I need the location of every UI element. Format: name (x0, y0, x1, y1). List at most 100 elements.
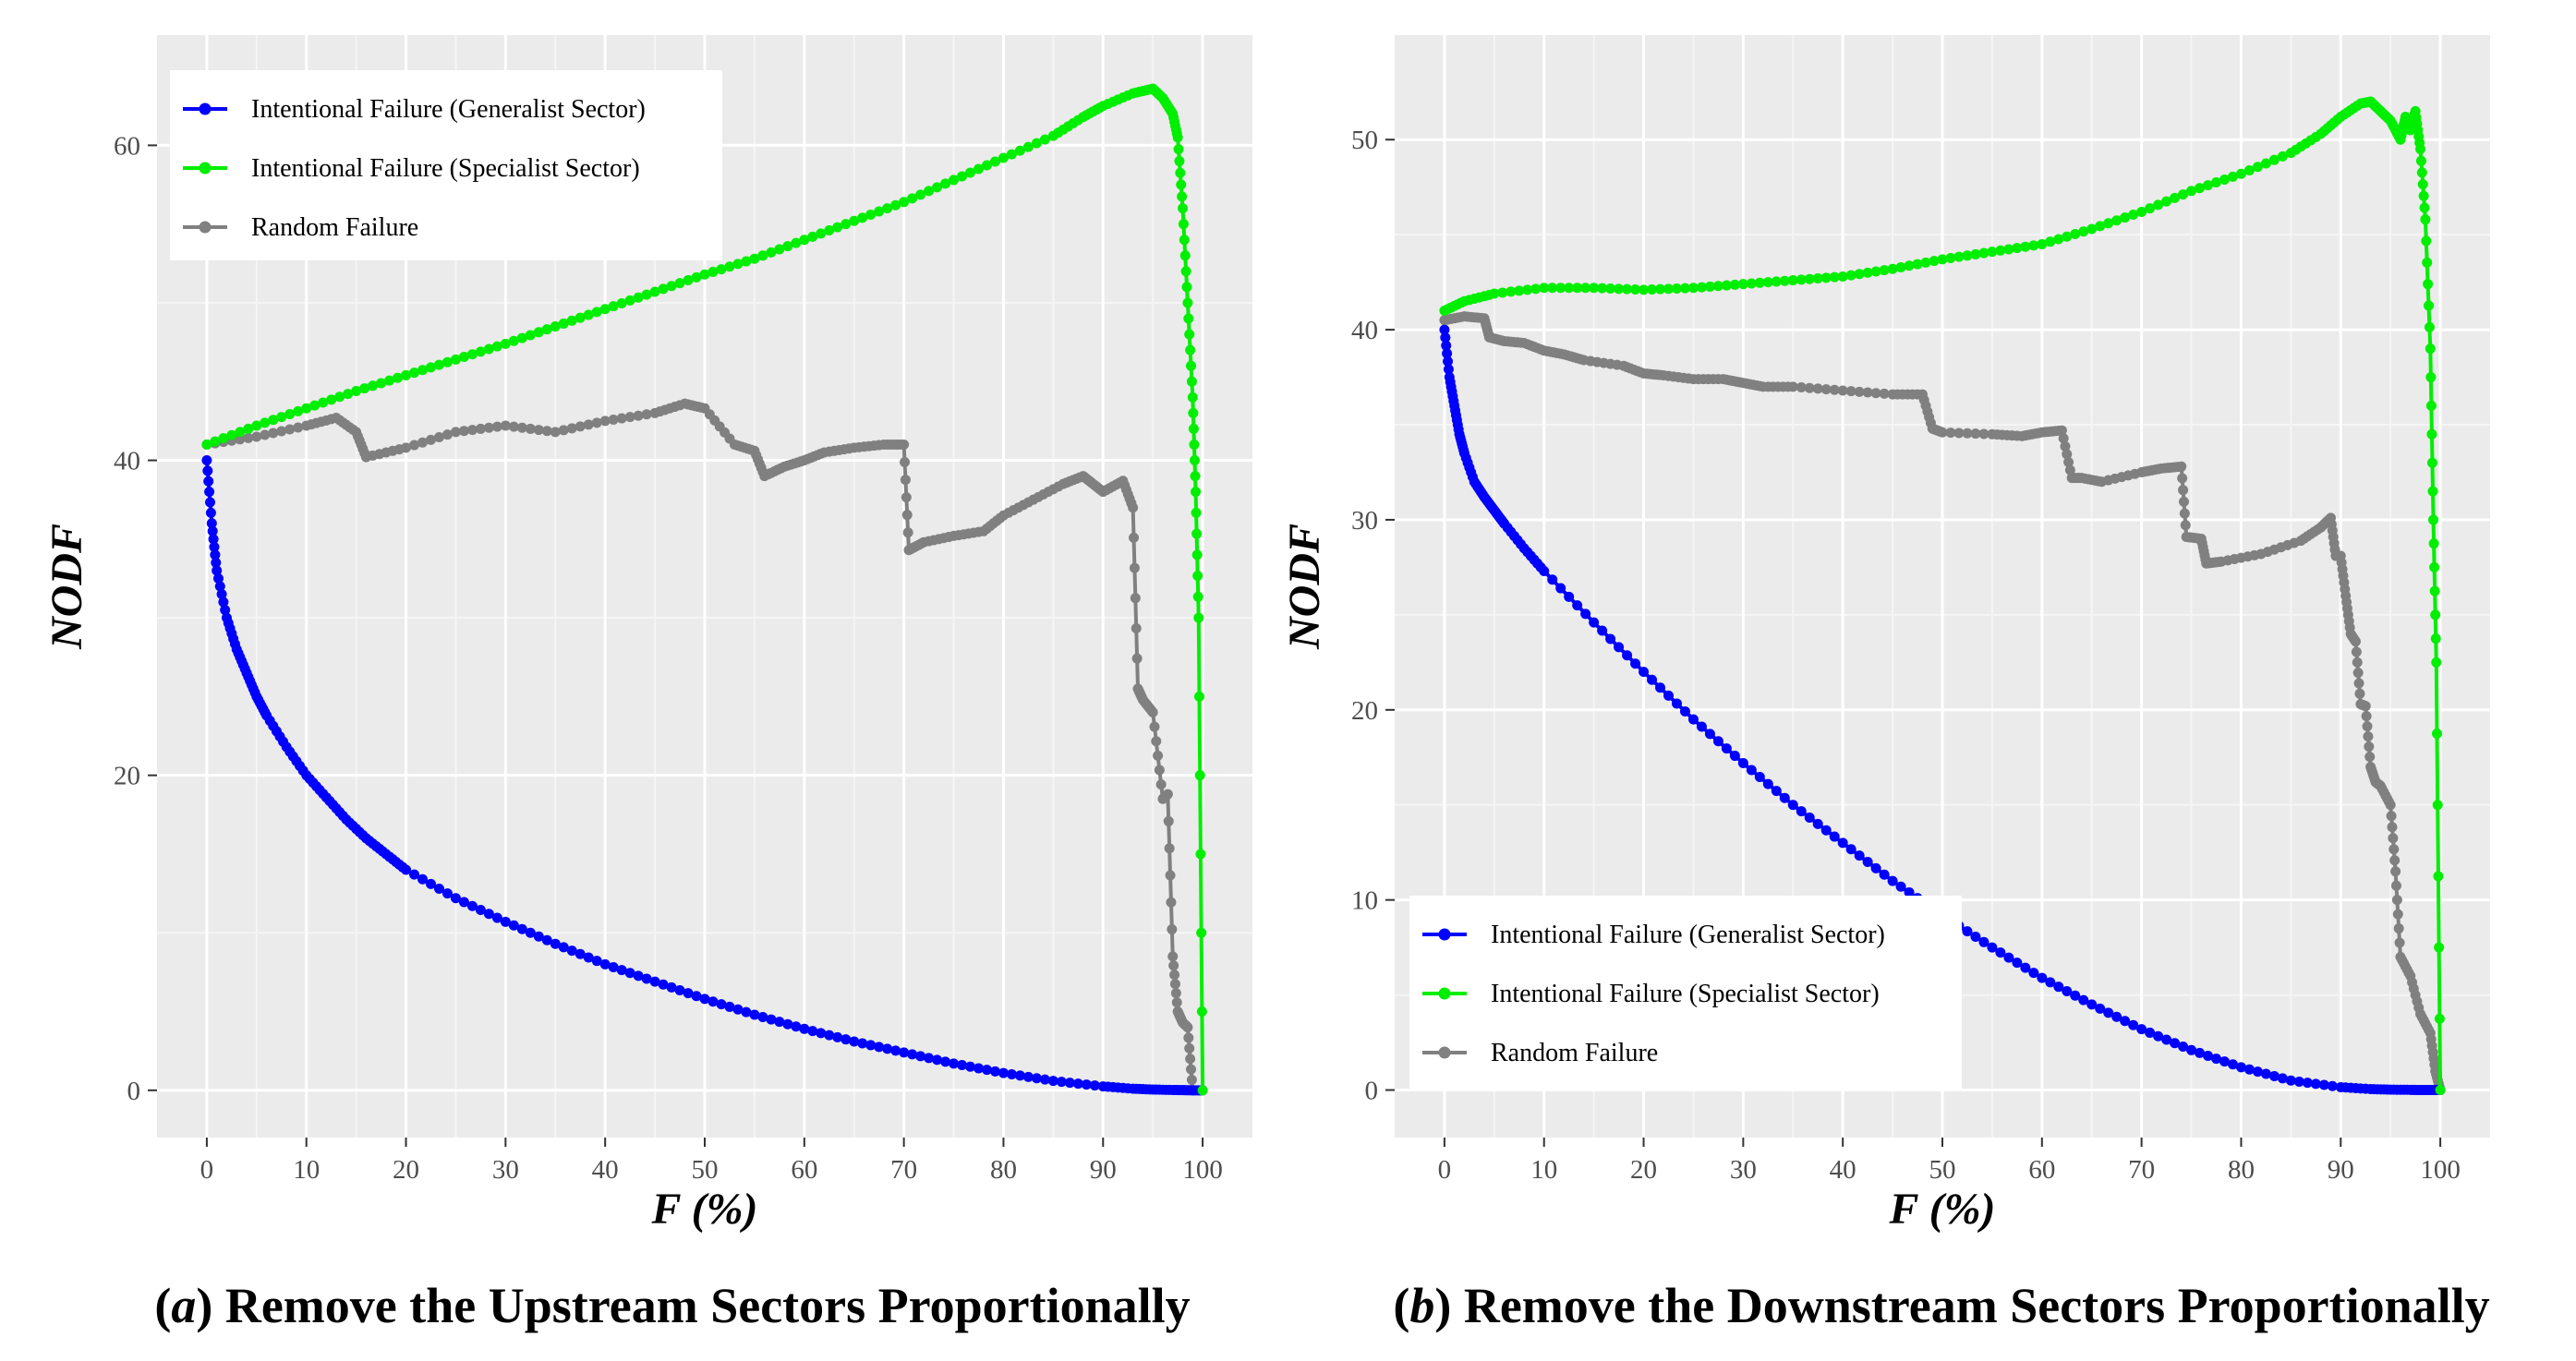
data-point (2203, 1050, 2214, 1061)
data-point (2095, 221, 2106, 232)
data-point (2352, 668, 2364, 679)
y-tick-label: 40 (1351, 316, 1378, 345)
data-point (591, 307, 602, 318)
data-point (491, 341, 502, 352)
data-point (2120, 212, 2131, 223)
data-point (658, 979, 669, 990)
data-point (899, 197, 910, 208)
data-point (500, 916, 511, 927)
data-point (2429, 561, 2440, 572)
data-point (1837, 271, 1848, 282)
data-point (1804, 382, 1815, 393)
data-point (981, 1065, 992, 1076)
data-point (1186, 1074, 1197, 1085)
data-point (1622, 283, 1633, 295)
data-point (1779, 792, 1790, 803)
data-point (1176, 179, 1187, 190)
series-layer (201, 83, 1208, 1096)
data-point (2128, 1019, 2139, 1030)
data-point (1022, 1071, 1034, 1082)
data-point (940, 1056, 951, 1067)
data-point (865, 1040, 877, 1051)
data-point (2435, 1085, 2446, 1096)
data-point (1845, 844, 1856, 855)
data-point (1796, 274, 1807, 285)
data-point (1539, 566, 1550, 577)
data-point (2434, 1013, 2445, 1024)
data-point (525, 423, 536, 434)
data-point (1489, 288, 1500, 299)
data-point (1820, 825, 1832, 836)
data-point (1721, 743, 1732, 754)
data-point (1589, 617, 1600, 628)
data-point (1687, 283, 1699, 294)
data-point (508, 920, 519, 931)
data-point (210, 436, 221, 447)
x-tick-label: 40 (1830, 1155, 1856, 1185)
data-point (226, 429, 237, 440)
data-point (890, 1045, 901, 1056)
data-point (1862, 857, 1873, 867)
data-point (558, 425, 569, 436)
data-point (599, 304, 611, 315)
data-point (1178, 219, 1189, 230)
data-point (2392, 909, 2403, 920)
data-point (2120, 1016, 2131, 1027)
data-point (2186, 1044, 2197, 1055)
data-point (1679, 283, 1690, 294)
data-point (1187, 391, 1198, 403)
data-point (268, 428, 279, 439)
data-point (491, 912, 502, 923)
data-point (2243, 1064, 2255, 1075)
data-point (574, 312, 586, 323)
data-point (1163, 815, 1174, 826)
data-point (2277, 151, 2288, 162)
data-point (401, 442, 412, 453)
x-tick-label: 0 (1438, 1155, 1452, 1185)
data-point (2136, 1024, 2147, 1035)
data-point (915, 1051, 926, 1062)
data-point (1168, 960, 1179, 971)
data-point (1804, 812, 1815, 823)
data-point (1647, 284, 1658, 295)
data-point (1186, 360, 1197, 371)
data-point (566, 945, 577, 957)
data-point (649, 286, 660, 297)
data-point (1879, 869, 1890, 880)
y-tick-label: 0 (1365, 1077, 1379, 1106)
data-point (1737, 757, 1748, 768)
data-point (1506, 286, 1517, 297)
x-axis-title: F (%) (650, 1185, 757, 1234)
data-point (2424, 321, 2435, 332)
data-point (203, 476, 214, 487)
data-point (998, 152, 1009, 163)
data-point (624, 295, 635, 306)
data-point (1829, 384, 1840, 395)
data-point (1039, 1074, 1050, 1085)
data-point (235, 427, 246, 438)
data-point (550, 427, 561, 438)
data-point (1039, 134, 1050, 145)
data-point (649, 976, 660, 987)
data-point (965, 167, 976, 178)
data-point (2070, 990, 2081, 1001)
data-point (1514, 285, 1525, 296)
data-point (624, 412, 635, 423)
caption-label-close: ) (196, 1278, 224, 1333)
data-point (2180, 520, 2191, 531)
data-point (201, 439, 212, 450)
data-point (1547, 574, 1558, 585)
data-point (209, 541, 220, 552)
data-point (1197, 1085, 1208, 1096)
series-intentional-failure-specialist-sector (201, 83, 1208, 1096)
legend-items: Intentional Failure (Generalist Sector) I… (183, 95, 646, 242)
data-point (1895, 261, 1906, 272)
data-point (508, 335, 519, 346)
data-point (633, 292, 644, 303)
data-point (218, 596, 229, 608)
data-point (2037, 238, 2048, 249)
data-point (301, 403, 312, 414)
data-point (1006, 1068, 1017, 1079)
data-point (890, 199, 901, 211)
data-point (1170, 988, 1181, 999)
